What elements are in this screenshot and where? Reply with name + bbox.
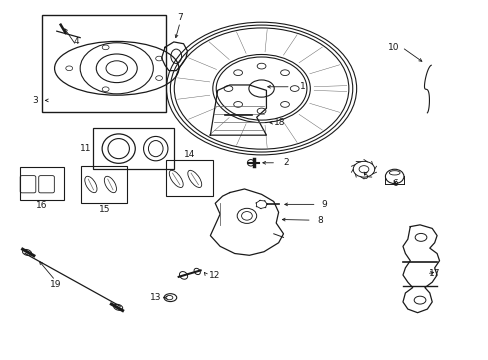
- Text: 2: 2: [283, 158, 289, 167]
- Text: 3: 3: [32, 96, 38, 105]
- Text: 6: 6: [392, 179, 398, 188]
- Text: 11: 11: [80, 144, 92, 153]
- Text: 15: 15: [99, 204, 110, 213]
- Bar: [20, 167, 64, 200]
- Text: 18: 18: [273, 118, 285, 127]
- Bar: [93, 128, 173, 169]
- Text: 1: 1: [300, 82, 305, 91]
- Bar: [166, 160, 212, 196]
- Text: 17: 17: [428, 269, 440, 278]
- Text: 8: 8: [317, 216, 322, 225]
- Text: 9: 9: [321, 200, 326, 209]
- Text: 14: 14: [183, 150, 195, 159]
- Text: 4: 4: [73, 37, 79, 46]
- Text: 12: 12: [208, 270, 220, 279]
- Text: 7: 7: [177, 13, 183, 22]
- Text: 19: 19: [49, 280, 61, 289]
- Bar: [81, 166, 127, 203]
- Bar: [42, 15, 166, 112]
- Text: 10: 10: [386, 43, 398, 52]
- Text: 13: 13: [150, 293, 161, 302]
- Text: 16: 16: [36, 201, 48, 210]
- Text: 5: 5: [362, 172, 367, 181]
